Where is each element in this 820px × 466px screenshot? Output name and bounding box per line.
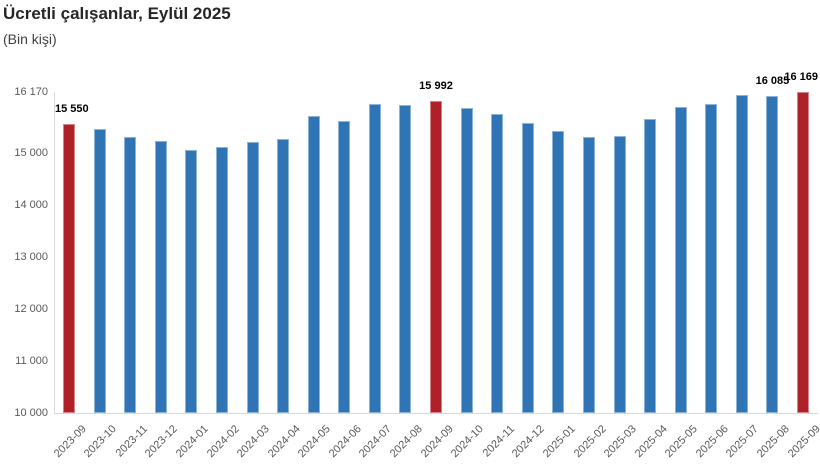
x-tick-label-2024-08: 2024-08 [387, 423, 425, 461]
x-tick-label-2025-02: 2025-02 [571, 423, 609, 461]
x-tick-label-2024-05: 2024-05 [296, 423, 334, 461]
x-tick-label-2024-01: 2024-01 [173, 423, 211, 461]
chart-subtitle: (Bin kişi) [3, 31, 57, 47]
chart-title: Ücretli çalışanlar, Eylül 2025 [3, 4, 231, 23]
x-tick-label-2024-12: 2024-12 [510, 423, 548, 461]
bar-2025-05[interactable] [674, 107, 687, 413]
x-tick-label-2023-12: 2023-12 [143, 423, 181, 461]
x-tick-label-2024-07: 2024-07 [357, 423, 395, 461]
bar-2023-11[interactable] [124, 136, 137, 413]
data-label-2025-09: 16 169 [784, 71, 818, 84]
x-tick-label-2025-09: 2025-09 [785, 423, 820, 461]
bar-2024-03[interactable] [246, 141, 259, 413]
bar-2025-09[interactable] [797, 92, 809, 413]
x-tick-label-2024-09: 2024-09 [418, 423, 456, 461]
bar-2024-02[interactable] [215, 147, 228, 413]
x-tick-label-2023-09: 2023-09 [51, 423, 89, 461]
bar-2023-12[interactable] [154, 140, 167, 413]
bar-2023-10[interactable] [93, 129, 106, 413]
y-tick-label: 13 000 [14, 250, 48, 263]
y-tick-label: 11 000 [15, 354, 48, 367]
data-label-2023-09: 15 550 [55, 103, 89, 116]
bar-2025-01[interactable] [552, 131, 565, 413]
bar-2024-09[interactable] [430, 101, 442, 413]
y-tick-label: 14 000 [14, 198, 48, 211]
bar-2024-12[interactable] [521, 122, 534, 413]
bar-2025-04[interactable] [644, 119, 657, 413]
x-tick-label-2025-07: 2025-07 [724, 423, 762, 461]
x-tick-label-2025-04: 2025-04 [632, 423, 670, 461]
x-tick-label-2024-10: 2024-10 [449, 423, 487, 461]
x-tick-label-2024-11: 2024-11 [480, 423, 517, 460]
x-tick-label-2023-10: 2023-10 [82, 423, 120, 461]
x-tick-label-2023-11: 2023-11 [113, 423, 150, 460]
x-tick-label-2024-03: 2024-03 [234, 423, 272, 461]
y-axis-line [54, 92, 55, 413]
x-tick-label-2025-01: 2025-01 [540, 423, 578, 461]
bar-2025-02[interactable] [582, 137, 595, 413]
x-tick-label-2025-08: 2025-08 [754, 423, 792, 461]
bar-2024-05[interactable] [307, 115, 320, 413]
bar-2024-01[interactable] [185, 150, 198, 413]
bar-2024-04[interactable] [277, 138, 290, 413]
x-tick-label-2025-06: 2025-06 [693, 423, 731, 461]
x-tick-label-2025-03: 2025-03 [601, 423, 639, 461]
bar-2025-06[interactable] [705, 104, 718, 413]
x-axis-line [54, 413, 818, 414]
data-label-2025-08: 16 085 [755, 75, 790, 88]
x-tick-label-2024-06: 2024-06 [326, 423, 364, 461]
bar-2025-07[interactable] [735, 94, 748, 413]
x-tick-label-2024-04: 2024-04 [265, 423, 303, 461]
x-tick-label-2024-02: 2024-02 [204, 423, 242, 461]
y-tick-label: 15 000 [14, 146, 48, 159]
bar-2023-09[interactable] [63, 124, 75, 413]
bar-2024-07[interactable] [368, 104, 381, 413]
x-tick-label-2025-05: 2025-05 [663, 423, 701, 461]
y-tick-label: 10 000 [14, 407, 48, 419]
bar-2025-03[interactable] [613, 136, 626, 413]
bar-2024-10[interactable] [460, 108, 473, 413]
bar-2024-06[interactable] [338, 121, 351, 413]
bar-2025-08[interactable] [766, 96, 779, 413]
bar-2024-08[interactable] [399, 105, 412, 413]
bar-2024-11[interactable] [491, 114, 504, 413]
y-tick-label: 16 170 [14, 86, 48, 98]
y-tick-label: 12 000 [14, 302, 48, 315]
data-label-2024-09: 15 992 [419, 80, 453, 93]
